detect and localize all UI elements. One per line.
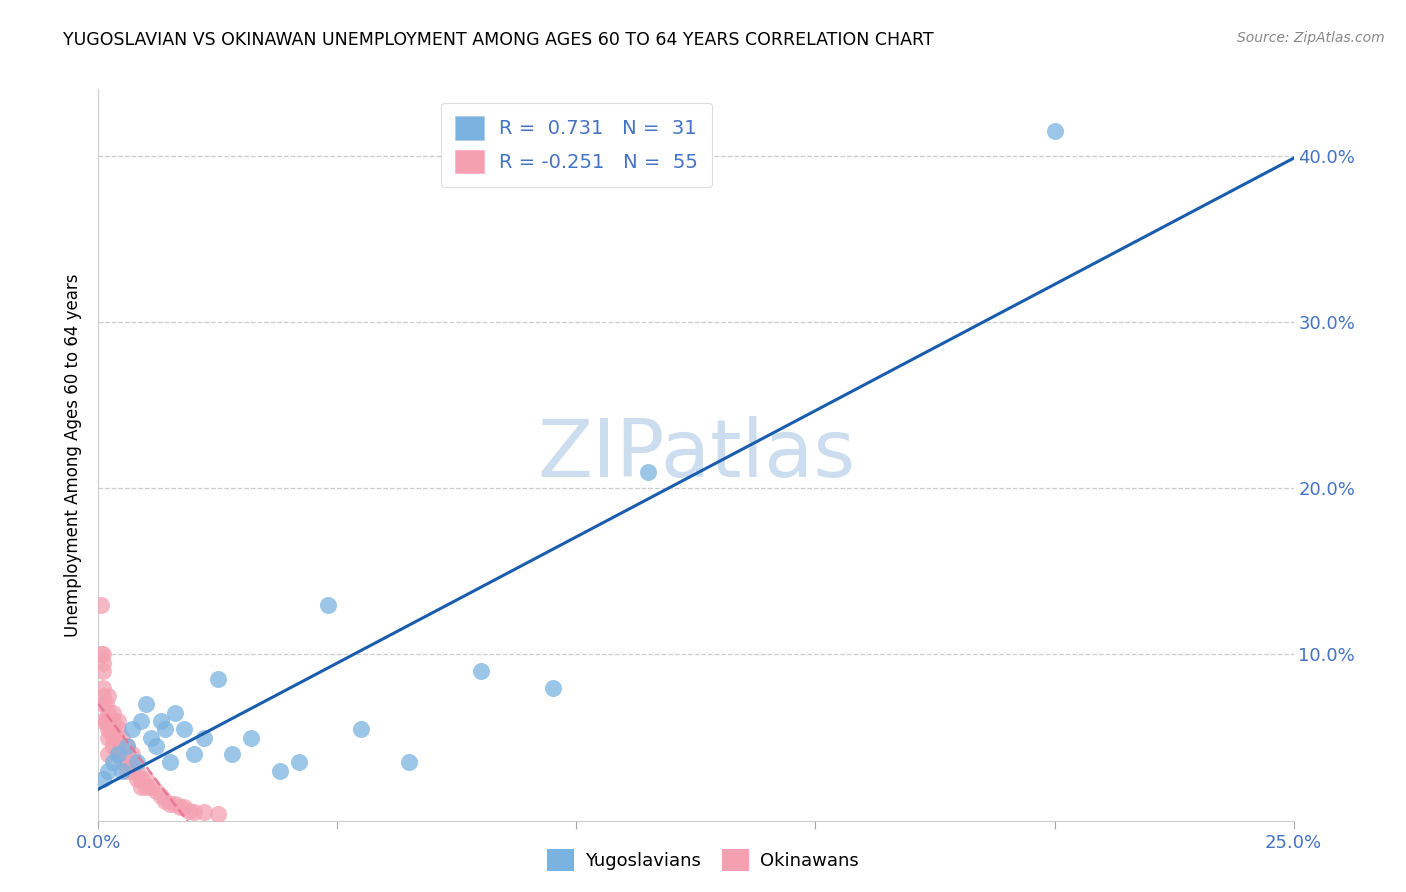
Point — [115, 739, 138, 753]
Point — [125, 772, 148, 786]
Point — [107, 723, 129, 737]
Point — [97, 764, 120, 778]
Point — [101, 739, 124, 753]
Point — [240, 731, 263, 745]
Point — [169, 800, 191, 814]
Point — [207, 807, 229, 822]
Point — [131, 780, 153, 795]
Point — [145, 783, 167, 797]
Point — [139, 731, 162, 745]
Point — [135, 772, 157, 786]
Point — [221, 747, 243, 761]
Point — [91, 681, 114, 695]
Point — [139, 780, 162, 795]
Point — [131, 772, 153, 786]
Point — [104, 731, 127, 745]
Point — [173, 723, 195, 737]
Point — [94, 714, 117, 728]
Point — [145, 739, 167, 753]
Point — [97, 723, 120, 737]
Point — [155, 723, 177, 737]
Point — [173, 800, 195, 814]
Point — [90, 598, 112, 612]
Point — [97, 747, 120, 761]
Point — [159, 797, 181, 811]
Point — [101, 714, 124, 728]
Text: ZIPatlas: ZIPatlas — [537, 416, 855, 494]
Point — [97, 731, 120, 745]
Point — [101, 731, 124, 745]
Point — [91, 772, 114, 786]
Point — [135, 780, 157, 795]
Point — [101, 706, 124, 720]
Point — [121, 747, 143, 761]
Point — [121, 764, 143, 778]
Point — [288, 756, 311, 770]
Text: Source: ZipAtlas.com: Source: ZipAtlas.com — [1237, 31, 1385, 45]
Point — [115, 739, 138, 753]
Point — [121, 723, 143, 737]
Point — [163, 797, 186, 811]
Point — [91, 698, 114, 712]
Point — [91, 689, 114, 703]
Point — [107, 739, 129, 753]
Point — [111, 764, 134, 778]
Point — [470, 664, 492, 678]
Point — [398, 756, 420, 770]
Point — [91, 664, 114, 678]
Point — [97, 689, 120, 703]
Point — [94, 698, 117, 712]
Point — [125, 756, 148, 770]
Point — [193, 731, 215, 745]
Point — [107, 747, 129, 761]
Point — [207, 673, 229, 687]
Point — [101, 723, 124, 737]
Legend: Yugoslavians, Okinawans: Yugoslavians, Okinawans — [540, 842, 866, 879]
Point — [269, 764, 291, 778]
Point — [115, 764, 138, 778]
Point — [131, 714, 153, 728]
Point — [91, 714, 114, 728]
Point — [183, 747, 205, 761]
Point — [163, 706, 186, 720]
Point — [111, 747, 134, 761]
Point — [183, 805, 205, 820]
Point — [541, 681, 564, 695]
Point — [121, 756, 143, 770]
Point — [193, 805, 215, 820]
Point — [149, 789, 172, 803]
Point — [107, 714, 129, 728]
Point — [159, 756, 181, 770]
Point — [97, 714, 120, 728]
Point — [97, 706, 120, 720]
Point — [350, 723, 373, 737]
Point — [111, 756, 134, 770]
Y-axis label: Unemployment Among Ages 60 to 64 years: Unemployment Among Ages 60 to 64 years — [65, 273, 83, 637]
Point — [135, 698, 157, 712]
Point — [107, 747, 129, 761]
Text: YUGOSLAVIAN VS OKINAWAN UNEMPLOYMENT AMONG AGES 60 TO 64 YEARS CORRELATION CHART: YUGOSLAVIAN VS OKINAWAN UNEMPLOYMENT AMO… — [63, 31, 934, 49]
Point — [149, 714, 172, 728]
Point — [101, 756, 124, 770]
Legend: R =  0.731   N =  31, R = -0.251   N =  55: R = 0.731 N = 31, R = -0.251 N = 55 — [441, 103, 711, 187]
Point — [111, 731, 134, 745]
Point — [155, 794, 177, 808]
Point — [316, 598, 339, 612]
Point — [91, 656, 114, 670]
Point — [115, 756, 138, 770]
Point — [98, 723, 122, 737]
Point — [91, 648, 114, 662]
Point — [637, 465, 659, 479]
Point — [179, 804, 201, 818]
Point — [1043, 124, 1066, 138]
Point — [90, 648, 112, 662]
Point — [125, 764, 148, 778]
